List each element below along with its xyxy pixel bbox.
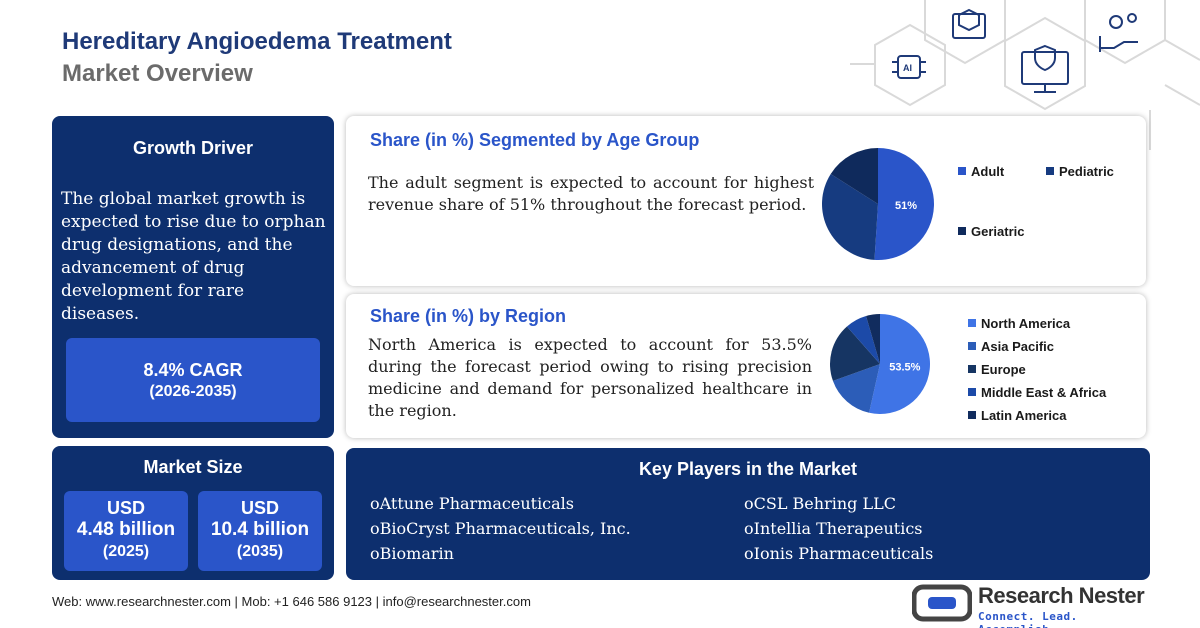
market-size-currency: USD xyxy=(240,498,279,518)
market-size-year: (2035) xyxy=(236,543,284,560)
key-player-item: oBioCryst Pharmaceuticals, Inc. xyxy=(370,519,631,538)
legend-item-europe: Europe xyxy=(968,362,1026,377)
cagr-box: 8.4% CAGR (2026-2035) xyxy=(66,338,320,422)
market-size-year: (2025) xyxy=(102,543,150,560)
market-size-title: Market Size xyxy=(143,457,243,477)
legend-item-adult: Adult xyxy=(958,164,1004,179)
age-group-text: The adult segment is expected to account… xyxy=(368,173,814,214)
legend-label: Europe xyxy=(981,362,1026,377)
legend-swatch xyxy=(968,342,976,350)
legend-item-latin-america: Latin America xyxy=(968,408,1067,423)
legend-item-geriatric: Geriatric xyxy=(958,224,1024,239)
market-size-amount: 10.4 billion xyxy=(210,519,310,540)
growth-driver-title: Growth Driver xyxy=(132,138,254,158)
logo-name: Research Nester xyxy=(978,583,1145,608)
key-player-item: oAttune Pharmaceuticals xyxy=(370,494,575,513)
cagr-range: (2026-2035) xyxy=(149,383,237,400)
region-title: Share (in %) by Region xyxy=(370,306,567,326)
legend-swatch xyxy=(958,167,966,175)
legend-label: Geriatric xyxy=(971,224,1025,239)
pie-data-label: 53.5% xyxy=(889,362,920,374)
region-legend: North America Asia Pacific Europe Middle Ea… xyxy=(968,294,1148,438)
growth-driver-text: The global market growth is expected to … xyxy=(61,189,326,324)
key-player-item: oCSL Behring LLC xyxy=(744,494,896,513)
hex-network-decoration: AI xyxy=(850,0,1200,150)
market-size-2025-box: USD 4.48 billion (2025) xyxy=(64,491,188,571)
pie-slice-latin-america xyxy=(866,314,880,364)
legend-label: Adult xyxy=(971,164,1005,179)
legend-item-north-america: North America xyxy=(968,316,1070,331)
footer-contact: Web: www.researchnester.com | Mob: +1 64… xyxy=(52,594,531,609)
svg-text:AI: AI xyxy=(903,63,912,73)
cagr-value: 8.4% CAGR xyxy=(143,360,243,380)
legend-swatch xyxy=(968,365,976,373)
market-size-currency: USD xyxy=(106,498,145,518)
key-player-item: oIonis Pharmaceuticals xyxy=(744,544,934,563)
legend-label: Latin America xyxy=(981,408,1067,423)
region-text: North America is expected to account for… xyxy=(368,335,812,420)
legend-item-pediatric: Pediatric xyxy=(1046,164,1114,179)
page-title: Hereditary Angioedema Treatment xyxy=(62,28,452,55)
age-group-legend: Adult Pediatric Geriatric xyxy=(958,116,1148,286)
market-size-2035-box: USD 10.4 billion (2035) xyxy=(198,491,322,571)
monitor-shield-icon xyxy=(1021,44,1069,93)
pie-slice-middle-east-and-africa xyxy=(846,315,880,364)
region-pie-chart: 53.5% xyxy=(830,314,930,414)
pie-slice-asia-pacific xyxy=(832,364,880,413)
pie-slice-adult xyxy=(874,148,934,260)
pie-slice-europe xyxy=(830,326,880,381)
key-players-card: Key Players in the Market oAttune Pharma… xyxy=(346,448,1150,580)
legend-label: Asia Pacific xyxy=(981,339,1054,354)
region-panel: Share (in %) by Region North America is … xyxy=(346,294,1146,438)
key-players-title: Key Players in the Market xyxy=(638,459,858,479)
market-size-card: Market Size USD 4.48 billion (2025) USD … xyxy=(52,446,334,580)
legend-label: North America xyxy=(981,316,1071,331)
pie-slice-north-america xyxy=(869,314,930,414)
age-group-title: Share (in %) Segmented by Age Group xyxy=(370,130,700,150)
legend-label: Middle East & Africa xyxy=(981,385,1107,400)
legend-swatch xyxy=(968,411,976,419)
cube-icon xyxy=(952,8,986,39)
pie-data-label: 51% xyxy=(895,200,917,212)
age-group-panel: Share (in %) Segmented by Age Group The … xyxy=(346,116,1146,286)
pie-slice-geriatric xyxy=(830,148,878,204)
age-group-pie-chart: 51% xyxy=(822,148,934,260)
key-player-item: oBiomarin xyxy=(370,544,454,563)
logo-tagline: Connect. Lead. Accomplish xyxy=(978,610,1078,628)
research-nester-logo: Research Nester Connect. Lead. Accomplis… xyxy=(911,583,1152,628)
ai-chip-icon: AI xyxy=(892,55,926,79)
legend-item-middle-east-and-africa: Middle East & Africa xyxy=(968,385,1106,400)
legend-label: Pediatric xyxy=(1059,164,1114,179)
growth-driver-card: Growth Driver The global market growth i… xyxy=(52,116,334,438)
legend-swatch xyxy=(968,319,976,327)
legend-swatch xyxy=(1046,167,1054,175)
key-player-item: oIntellia Therapeutics xyxy=(744,519,923,538)
legend-item-asia-pacific: Asia Pacific xyxy=(968,339,1054,354)
pie-slice-pediatric xyxy=(822,173,878,260)
logo-mark-icon xyxy=(911,584,973,622)
gears-hand-icon xyxy=(1099,13,1138,52)
legend-swatch xyxy=(958,227,966,235)
legend-swatch xyxy=(968,388,976,396)
page-subtitle: Market Overview xyxy=(62,60,253,87)
market-size-amount: 4.48 billion xyxy=(76,519,176,540)
